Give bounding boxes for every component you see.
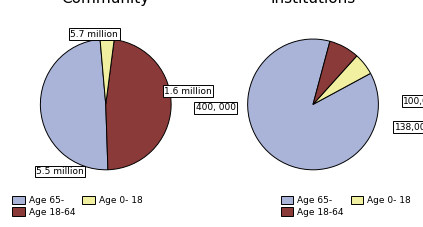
Text: 100,000: 100,000 bbox=[403, 97, 423, 106]
Title: Community: Community bbox=[62, 0, 150, 6]
Text: 5.5 million: 5.5 million bbox=[36, 167, 84, 176]
Text: 400, 000: 400, 000 bbox=[196, 103, 236, 112]
Wedge shape bbox=[313, 56, 371, 104]
Text: 138,000: 138,000 bbox=[395, 123, 423, 132]
Wedge shape bbox=[106, 39, 171, 170]
Legend: Age 65-, Age 18-64, Age 0- 18: Age 65-, Age 18-64, Age 0- 18 bbox=[9, 192, 146, 220]
Wedge shape bbox=[100, 39, 114, 104]
Wedge shape bbox=[247, 39, 379, 170]
Wedge shape bbox=[40, 39, 108, 170]
Text: 5.7 million: 5.7 million bbox=[71, 30, 118, 39]
Title: Institutions: Institutions bbox=[270, 0, 356, 6]
Text: 1.6 million: 1.6 million bbox=[164, 87, 212, 96]
Legend: Age 65-, Age 18-64, Age 0- 18: Age 65-, Age 18-64, Age 0- 18 bbox=[277, 192, 414, 220]
Wedge shape bbox=[313, 41, 357, 104]
